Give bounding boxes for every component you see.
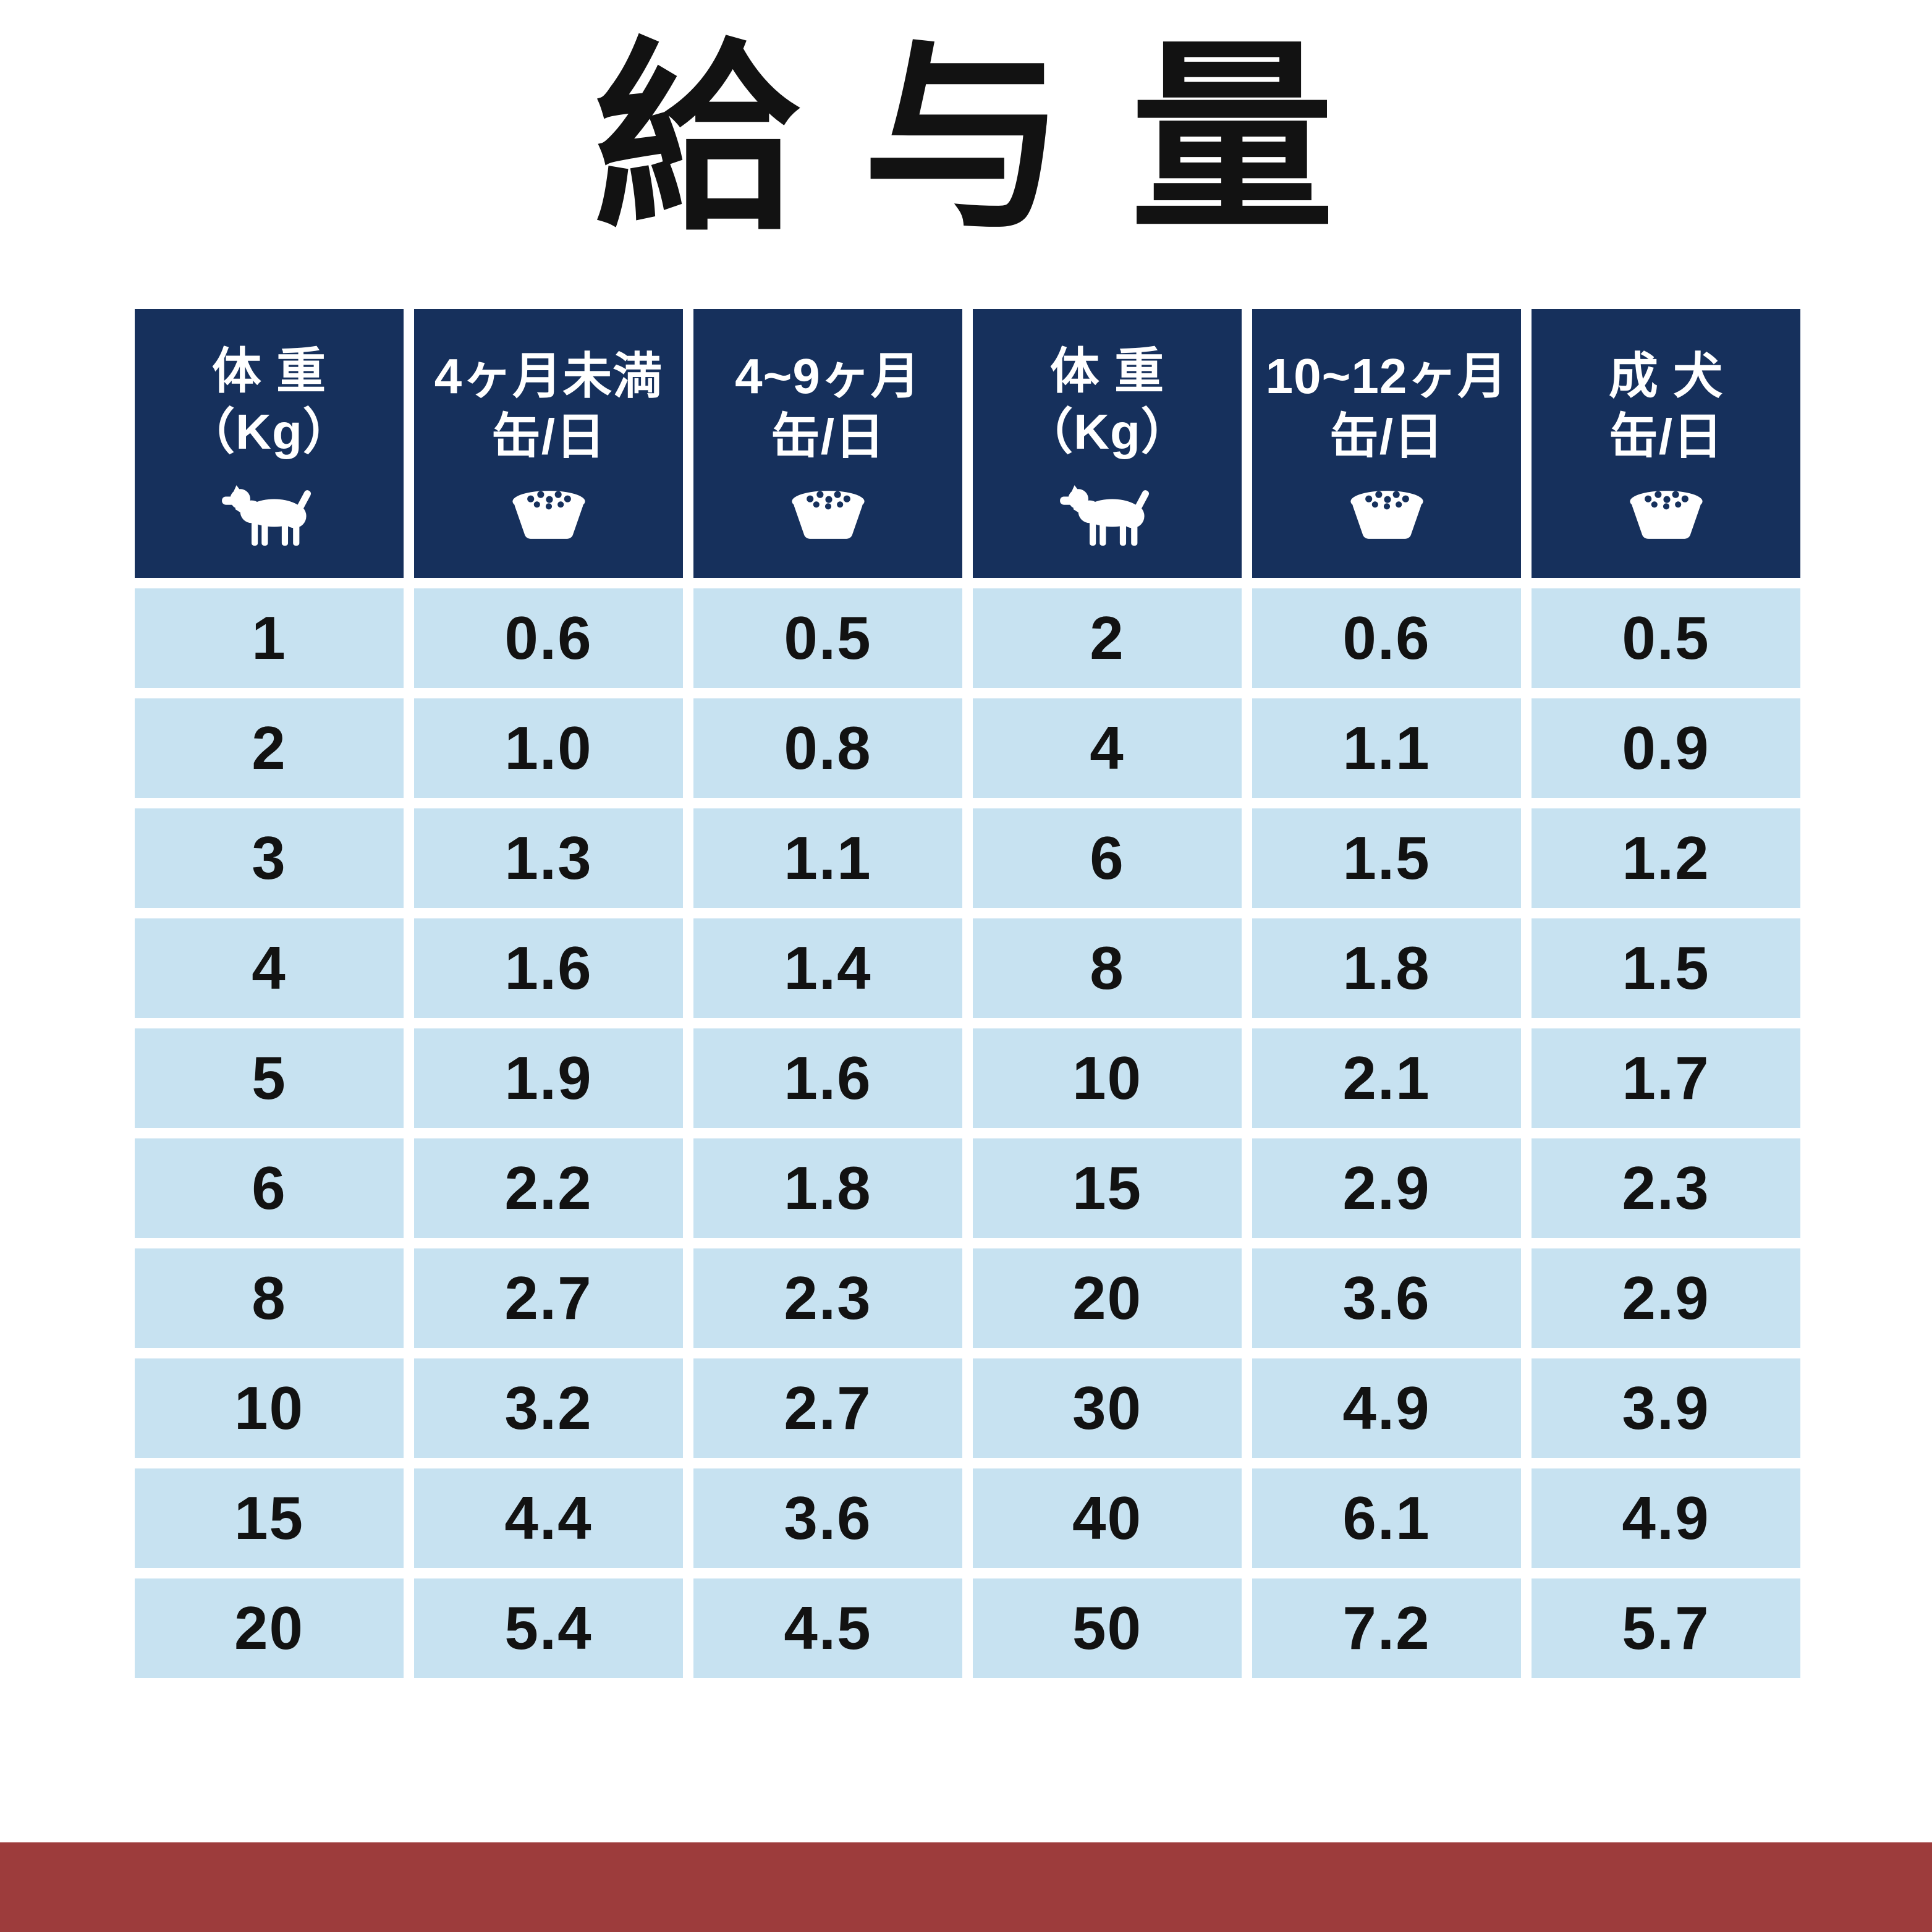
table-cell-r9-c6: 4.9 <box>1532 1468 1800 1568</box>
table-cell-r5-c3: 1.6 <box>693 1028 962 1128</box>
table-cell-r8-c4: 30 <box>973 1358 1242 1458</box>
header-label: 4~9ヶ月 <box>735 348 921 404</box>
table-cell-r9-c2: 4.4 <box>414 1468 683 1568</box>
header-label: 体 重 <box>1049 343 1165 399</box>
bowl-icon <box>787 485 869 544</box>
table-cell-r2-c2: 1.0 <box>414 698 683 798</box>
table-cell-r8-c3: 2.7 <box>693 1358 962 1458</box>
table-cell-r1-c2: 0.6 <box>414 588 683 688</box>
table-cell-r8-c6: 3.9 <box>1532 1358 1800 1458</box>
table-cell-r7-c4: 20 <box>973 1248 1242 1348</box>
table-cell-r1-c6: 0.5 <box>1532 588 1800 688</box>
header-sublabel: 缶/日 <box>770 409 886 464</box>
table-cell-r6-c4: 15 <box>973 1138 1242 1238</box>
table-cell-r9-c5: 6.1 <box>1252 1468 1521 1568</box>
table-cell-r3-c6: 1.2 <box>1532 808 1800 908</box>
table-cell-r4-c6: 1.5 <box>1532 918 1800 1018</box>
header-label: 成 犬 <box>1608 348 1724 404</box>
table-cell-r10-c6: 5.7 <box>1532 1578 1800 1678</box>
header-cell-col2: 4ヶ月未満 缶/日 <box>414 309 683 578</box>
table-cell-r2-c4: 4 <box>973 698 1242 798</box>
table-cell-r9-c4: 40 <box>973 1468 1242 1568</box>
table-cell-r3-c5: 1.5 <box>1252 808 1521 908</box>
bowl-icon <box>1346 485 1428 544</box>
table-cell-r6-c2: 2.2 <box>414 1138 683 1238</box>
header-sublabel: 缶/日 <box>1329 409 1444 464</box>
table-cell-r6-c1: 6 <box>135 1138 404 1238</box>
table-cell-r2-c3: 0.8 <box>693 698 962 798</box>
table-cell-r8-c2: 3.2 <box>414 1358 683 1458</box>
table-cell-r8-c5: 4.9 <box>1252 1358 1521 1458</box>
header-cell-col1: 体 重（Kg） <box>135 309 404 578</box>
table-cell-r1-c4: 2 <box>973 588 1242 688</box>
bottom-accent-band <box>0 1842 1932 1932</box>
table-cell-r2-c5: 1.1 <box>1252 698 1521 798</box>
header-cell-col5: 10~12ヶ月 缶/日 <box>1252 309 1521 578</box>
page-title: 給 与 量 <box>594 25 1338 253</box>
header-cell-col3: 4~9ヶ月 缶/日 <box>693 309 962 578</box>
table-cell-r8-c1: 10 <box>135 1358 404 1458</box>
table-cell-r1-c5: 0.6 <box>1252 588 1521 688</box>
table-cell-r1-c3: 0.5 <box>693 588 962 688</box>
table-cell-r4-c2: 1.6 <box>414 918 683 1018</box>
bowl-icon <box>1625 485 1707 544</box>
table-cell-r4-c1: 4 <box>135 918 404 1018</box>
header-sublabel: 缶/日 <box>491 409 606 464</box>
table-cell-r3-c3: 1.1 <box>693 808 962 908</box>
table-cell-r6-c5: 2.9 <box>1252 1138 1521 1238</box>
feeding-table: 体 重（Kg） 4ヶ月未満 缶/日 4 <box>135 309 1800 1678</box>
table-cell-r5-c1: 5 <box>135 1028 404 1128</box>
table-cell-r7-c2: 2.7 <box>414 1248 683 1348</box>
table-cell-r5-c4: 10 <box>973 1028 1242 1128</box>
dog-icon <box>1056 480 1158 549</box>
header-label: 10~12ヶ月 <box>1265 348 1508 404</box>
table-cell-r6-c3: 1.8 <box>693 1138 962 1238</box>
dog-icon <box>218 480 320 549</box>
table-cell-r4-c4: 8 <box>973 918 1242 1018</box>
table-cell-r10-c4: 50 <box>973 1578 1242 1678</box>
table-cell-r5-c6: 1.7 <box>1532 1028 1800 1128</box>
table-cell-r10-c5: 7.2 <box>1252 1578 1521 1678</box>
bowl-icon <box>508 485 590 544</box>
table-cell-r6-c6: 2.3 <box>1532 1138 1800 1238</box>
table-cell-r4-c5: 1.8 <box>1252 918 1521 1018</box>
table-cell-r7-c3: 2.3 <box>693 1248 962 1348</box>
header-sublabel: 缶/日 <box>1608 409 1724 464</box>
header-label: 4ヶ月未満 <box>434 348 663 404</box>
table-cell-r1-c1: 1 <box>135 588 404 688</box>
table-cell-r9-c3: 3.6 <box>693 1468 962 1568</box>
table-cell-r3-c4: 6 <box>973 808 1242 908</box>
table-cell-r4-c3: 1.4 <box>693 918 962 1018</box>
table-cell-r10-c1: 20 <box>135 1578 404 1678</box>
table-cell-r3-c1: 3 <box>135 808 404 908</box>
table-cell-r9-c1: 15 <box>135 1468 404 1568</box>
header-cell-col4: 体 重（Kg） <box>973 309 1242 578</box>
table-cell-r7-c1: 8 <box>135 1248 404 1348</box>
table-cell-r7-c5: 3.6 <box>1252 1248 1521 1348</box>
table-cell-r5-c2: 1.9 <box>414 1028 683 1128</box>
table-cell-r10-c3: 4.5 <box>693 1578 962 1678</box>
table-cell-r2-c6: 0.9 <box>1532 698 1800 798</box>
header-sublabel: （Kg） <box>1023 404 1191 459</box>
table-cell-r3-c2: 1.3 <box>414 808 683 908</box>
header-cell-col6: 成 犬缶/日 <box>1532 309 1800 578</box>
table-cell-r7-c6: 2.9 <box>1532 1248 1800 1348</box>
header-label: 体 重 <box>211 343 327 399</box>
table-cell-r5-c5: 2.1 <box>1252 1028 1521 1128</box>
header-sublabel: （Kg） <box>185 404 353 459</box>
table-cell-r10-c2: 5.4 <box>414 1578 683 1678</box>
table-cell-r2-c1: 2 <box>135 698 404 798</box>
